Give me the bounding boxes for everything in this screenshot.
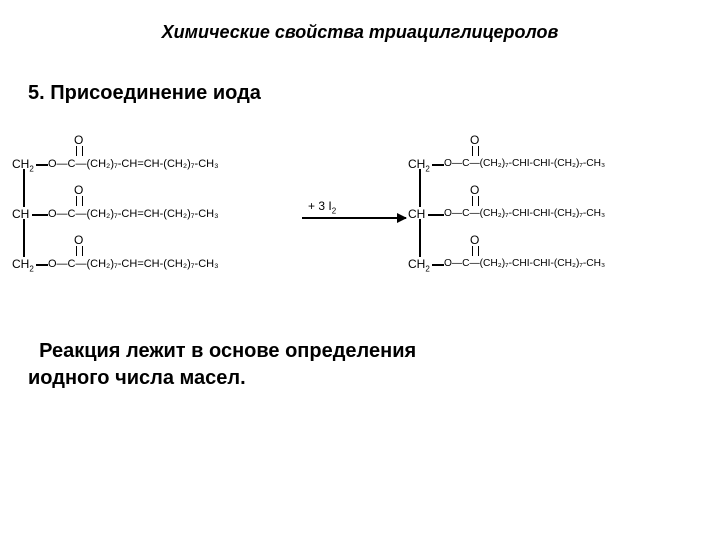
conclusion-line: иодного числа масел.: [28, 367, 246, 389]
reagent-sub: 2: [332, 206, 336, 215]
acyl-chain: O—C—(CH₂)₇-CH=CH-(CH₂)₇-CH₃: [48, 158, 219, 170]
carbonyl-oxygen: O: [470, 233, 479, 247]
conclusion-line: Реакция лежит в основе определения: [28, 340, 416, 362]
reaction-diagram: CH2 O O—C—(CH₂)₇-CH=CH-(CH₂)₇-CH₃ CH O O…: [12, 125, 708, 295]
atom-sub: 2: [425, 264, 429, 273]
page-title: Химические свойства триацилглицеролов: [0, 22, 720, 43]
atom-sub: 2: [425, 164, 429, 173]
atom-sub: 2: [29, 164, 33, 173]
section-subtitle: 5. Присоединение иода: [28, 82, 261, 105]
bond: [36, 264, 48, 266]
bond: [32, 214, 48, 216]
backbone-line: [419, 219, 421, 257]
acyl-chain: O—C—(CH₂)₇-CHI-CHI-(CH₂)₇-CH₃: [444, 208, 605, 219]
backbone-atom: CH: [12, 207, 29, 221]
conclusion-text: Реакция лежит в основе определения иодно…: [28, 338, 548, 392]
backbone-atom: CH2: [12, 157, 34, 171]
double-bond: [472, 196, 479, 206]
backbone-atom: CH2: [408, 157, 430, 171]
backbone-atom: CH2: [12, 257, 34, 271]
reagent-text: + 3 I: [308, 199, 332, 213]
product-molecule: CH2 O O—C—(CH₂)₇-CHI-CHI-(CH₂)₇-CH₃ CH O…: [408, 125, 708, 295]
page: Химические свойства триацилглицеролов 5.…: [0, 0, 720, 540]
atom-label: CH: [408, 257, 425, 271]
atom-label: CH: [12, 257, 29, 271]
double-bond: [76, 196, 83, 206]
atom-sub: 2: [29, 264, 33, 273]
reagent-label: + 3 I2: [308, 199, 336, 213]
double-bond: [76, 146, 83, 156]
acyl-chain: O—C—(CH₂)₇-CH=CH-(CH₂)₇-CH₃: [48, 208, 219, 220]
reactant-molecule: CH2 O O—C—(CH₂)₇-CH=CH-(CH₂)₇-CH₃ CH O O…: [12, 125, 302, 295]
double-bond: [472, 146, 479, 156]
backbone-line: [23, 219, 25, 257]
acyl-chain: O—C—(CH₂)₇-CH=CH-(CH₂)₇-CH₃: [48, 258, 219, 270]
backbone-line: [23, 169, 25, 207]
backbone-atom: CH2: [408, 257, 430, 271]
carbonyl-oxygen: O: [470, 133, 479, 147]
carbonyl-oxygen: O: [470, 183, 479, 197]
carbonyl-oxygen: O: [74, 133, 83, 147]
acyl-chain: O—C—(CH₂)₇-CHI-CHI-(CH₂)₇-CH₃: [444, 158, 605, 169]
double-bond: [472, 246, 479, 256]
atom-label: CH: [12, 207, 29, 221]
backbone-atom: CH: [408, 207, 425, 221]
atom-label: CH: [408, 207, 425, 221]
acyl-chain: O—C—(CH₂)₇-CHI-CHI-(CH₂)₇-CH₃: [444, 258, 605, 269]
bond: [432, 164, 444, 166]
backbone-line: [419, 169, 421, 207]
bond: [428, 214, 444, 216]
carbonyl-oxygen: O: [74, 183, 83, 197]
reaction-arrow: [302, 217, 406, 219]
bond: [432, 264, 444, 266]
bond: [36, 164, 48, 166]
double-bond: [76, 246, 83, 256]
atom-label: CH: [408, 157, 425, 171]
carbonyl-oxygen: O: [74, 233, 83, 247]
atom-label: CH: [12, 157, 29, 171]
